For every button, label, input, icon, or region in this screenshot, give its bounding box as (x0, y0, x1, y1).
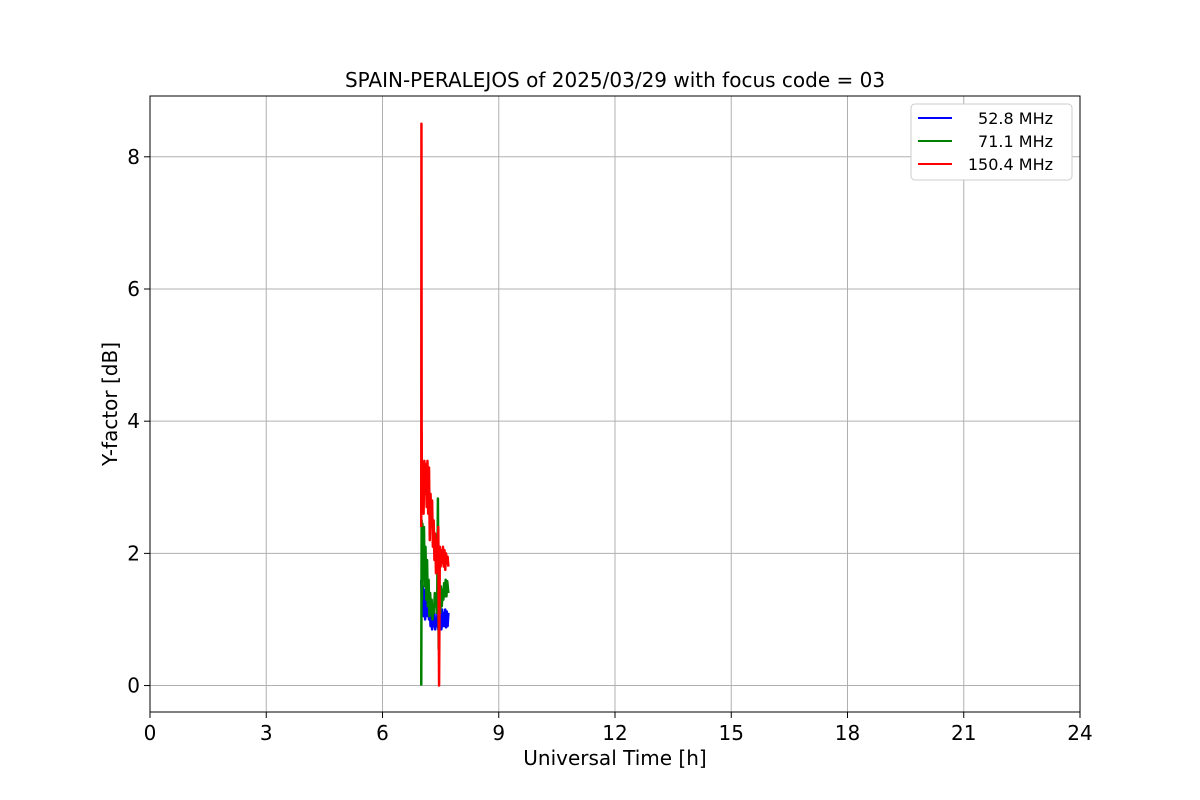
x-tick-label: 9 (492, 721, 505, 745)
y-tick-label: 4 (127, 409, 140, 433)
legend-entry: 71.1 MHz (978, 132, 1053, 151)
y-axis-label: Y-factor [dB] (98, 342, 122, 467)
x-tick-label: 6 (376, 721, 389, 745)
legend: 52.8 MHz 71.1 MHz 150.4 MHz (910, 103, 1073, 181)
x-tick-label: 21 (951, 721, 976, 745)
x-tick-label: 24 (1067, 721, 1092, 745)
x-tick-label: 12 (602, 721, 627, 745)
legend-entry: 52.8 MHz (978, 109, 1053, 128)
legend-box (910, 103, 1073, 181)
x-tick-label: 18 (835, 721, 860, 745)
chart-title: SPAIN-PERALEJOS of 2025/03/29 with focus… (345, 68, 885, 92)
series-layer (420, 122, 450, 687)
series-line-2 (420, 122, 450, 687)
x-tick-label: 3 (260, 721, 273, 745)
y-tick-label: 0 (127, 674, 140, 698)
x-tick-label: 15 (719, 721, 744, 745)
y-tick-label: 8 (127, 145, 140, 169)
x-axis-label: Universal Time [h] (523, 746, 706, 770)
y-tick-label: 6 (127, 277, 140, 301)
series-line-1 (420, 497, 450, 686)
legend-entry: 150.4 MHz (968, 155, 1053, 174)
y-tick-label: 2 (127, 541, 140, 565)
x-tick-label: 0 (144, 721, 157, 745)
